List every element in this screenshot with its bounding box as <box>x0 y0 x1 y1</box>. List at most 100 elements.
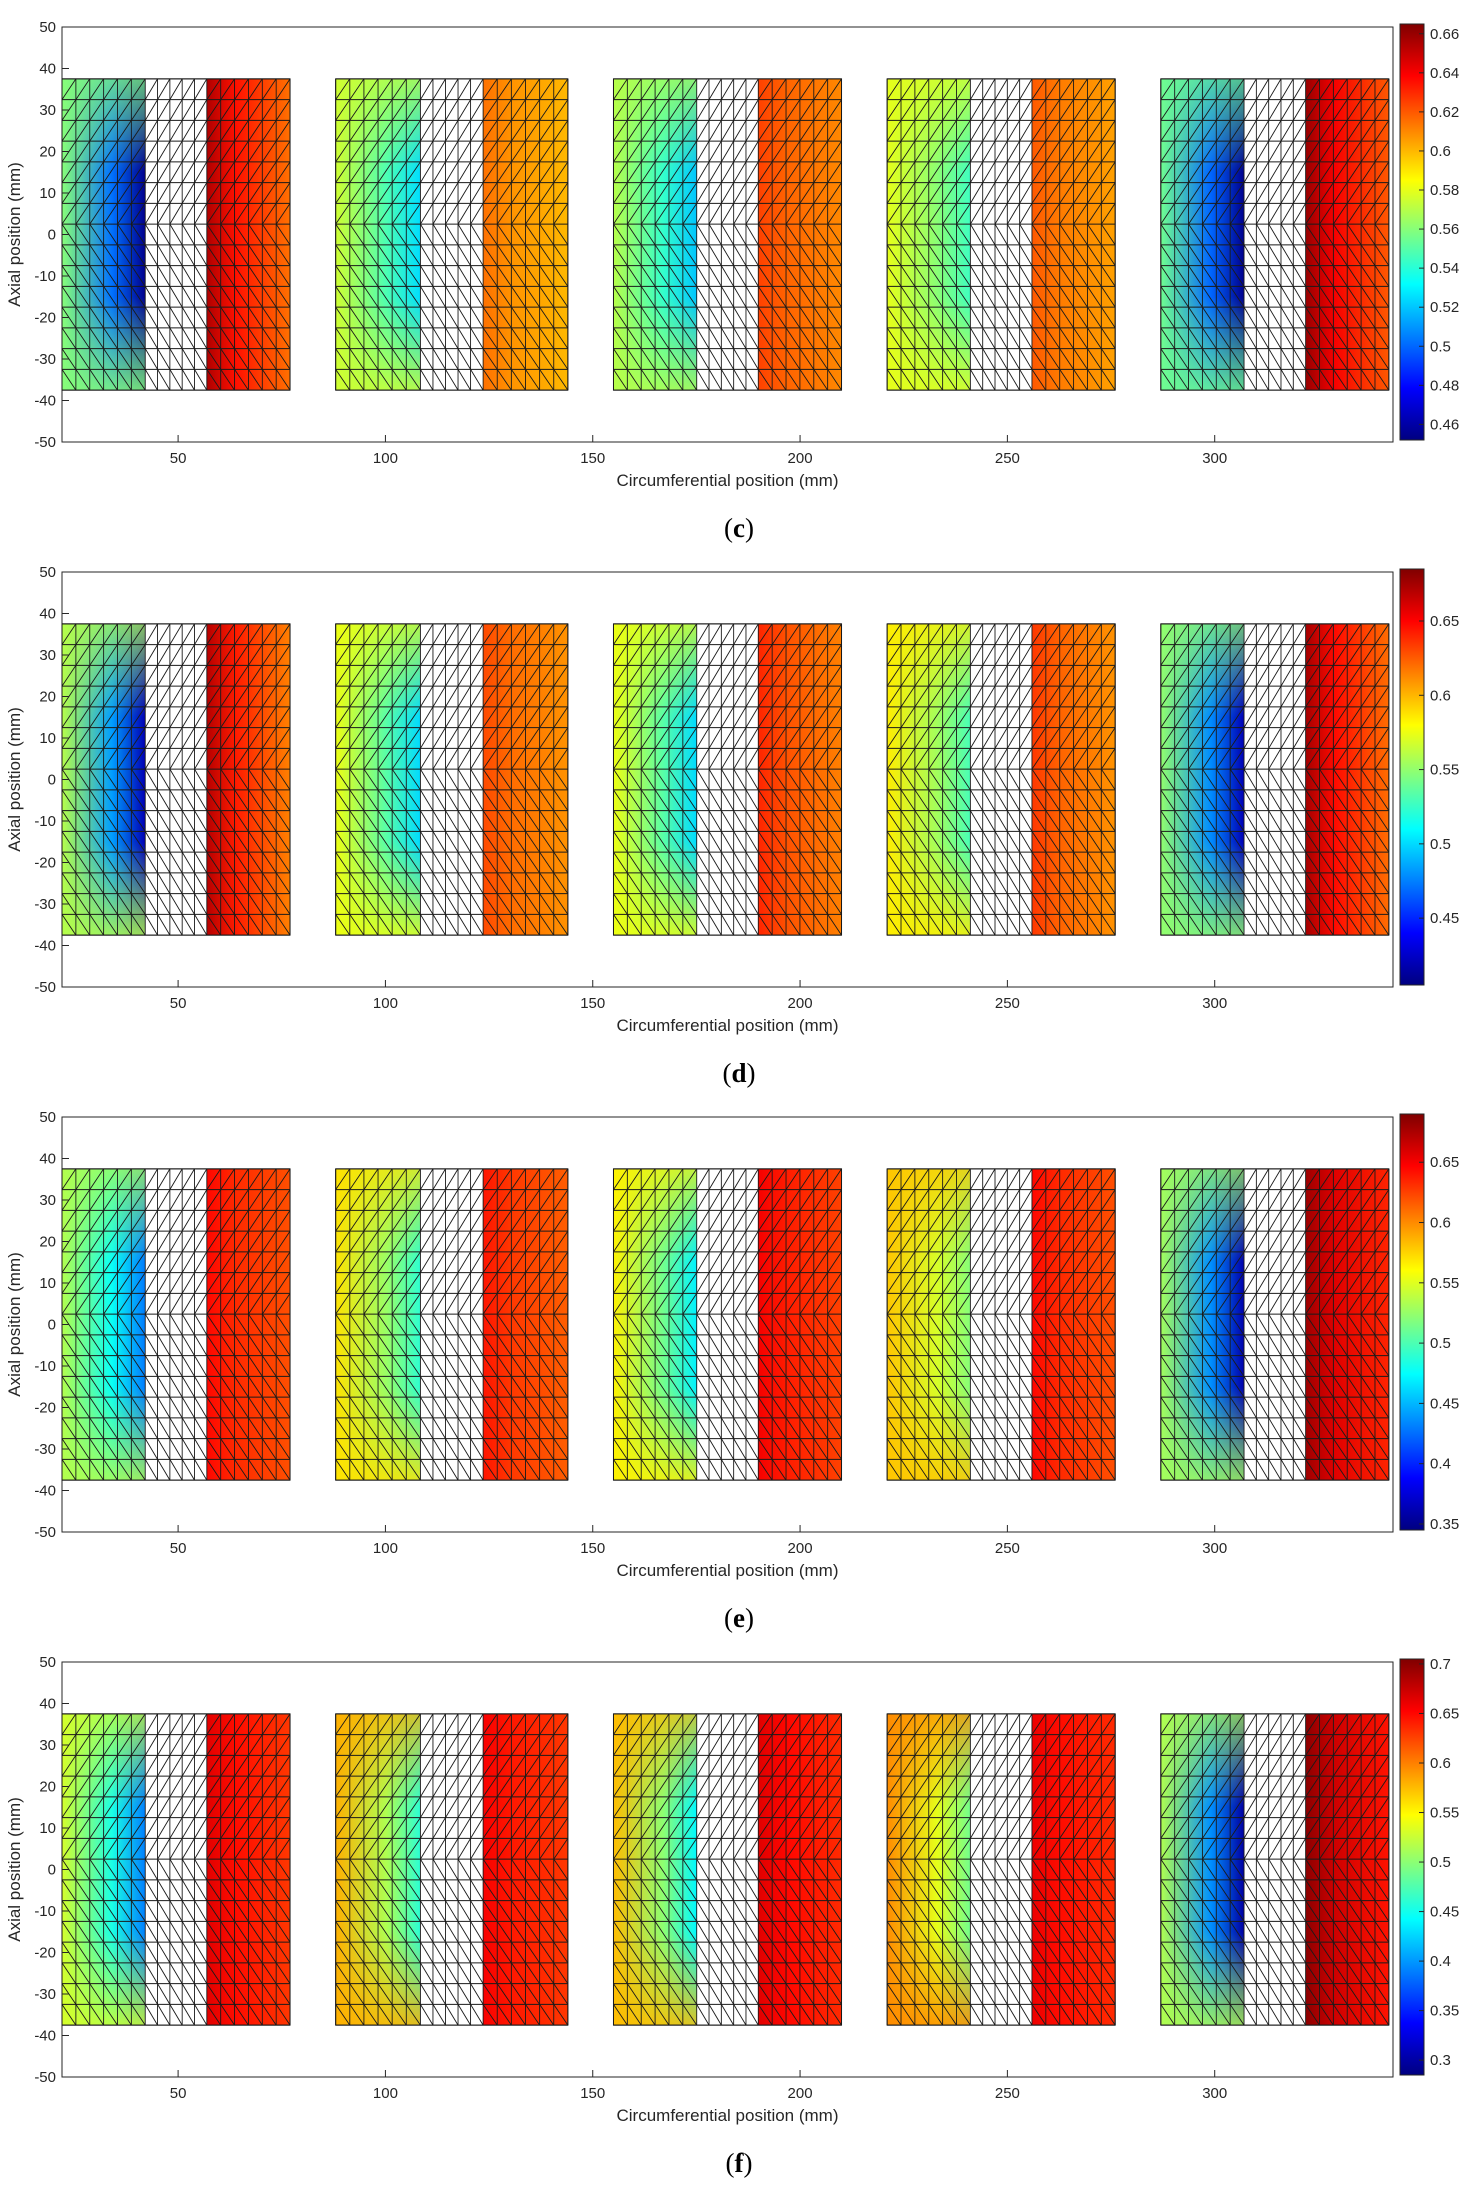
element-group <box>61 1713 291 2026</box>
x-axis-label: Circumferential position (mm) <box>617 471 839 490</box>
colorbar-tick-label: 0.64 <box>1430 65 1459 82</box>
y-tick-label: -20 <box>34 310 56 327</box>
colorbar-tick-label: 0.55 <box>1430 762 1459 779</box>
y-tick-label: 30 <box>39 647 56 664</box>
x-tick-label: 150 <box>580 2085 605 2102</box>
x-tick-label: 250 <box>995 2085 1020 2102</box>
y-tick-label: 50 <box>39 1109 56 1126</box>
colorbar <box>1399 1113 1425 1531</box>
y-tick-label: -50 <box>34 2069 56 2086</box>
x-tick-label: 200 <box>788 995 813 1012</box>
y-tick-label: -20 <box>34 855 56 872</box>
x-tick-label: 250 <box>995 995 1020 1012</box>
y-tick-label: -50 <box>34 1524 56 1541</box>
y-tick-label: -10 <box>34 813 56 830</box>
colorbar-tick-label: 0.45 <box>1430 1904 1459 1921</box>
y-tick-label: 50 <box>39 19 56 36</box>
y-tick-label: 10 <box>39 730 56 747</box>
y-tick-label: 40 <box>39 61 56 78</box>
element-group <box>612 1713 843 2026</box>
element-group <box>612 1168 843 1481</box>
x-tick-label: 300 <box>1202 995 1227 1012</box>
x-tick-label: 300 <box>1202 2085 1227 2102</box>
colorbar-tick-label: 0.35 <box>1430 2003 1459 2020</box>
colorbar-tick-label: 0.5 <box>1430 836 1451 853</box>
colorbar <box>1399 1658 1425 2076</box>
element-group <box>1160 1713 1390 2026</box>
x-tick-label: 300 <box>1202 450 1227 467</box>
colorbar <box>1399 568 1425 986</box>
y-tick-label: 20 <box>39 1779 56 1796</box>
panel-caption: (e) <box>724 1603 754 1633</box>
x-tick-label: 150 <box>580 450 605 467</box>
colorbar-tick-label: 0.55 <box>1430 1805 1459 1822</box>
x-tick-label: 150 <box>580 995 605 1012</box>
panel-caption: (f) <box>726 2148 753 2178</box>
element-group <box>1160 78 1390 391</box>
colorbar-tick-label: 0.6 <box>1430 1215 1451 1232</box>
y-tick-label: 50 <box>39 564 56 581</box>
x-tick-label: 250 <box>995 450 1020 467</box>
colorbar <box>1399 23 1425 441</box>
mesh <box>886 623 1116 936</box>
y-tick-label: -10 <box>34 268 56 285</box>
y-tick-label: -40 <box>34 1483 56 1500</box>
y-tick-label: 20 <box>39 1234 56 1251</box>
mesh <box>1160 1168 1390 1481</box>
y-tick-label: 40 <box>39 1151 56 1168</box>
colorbar-tick-label: 0.56 <box>1430 221 1459 238</box>
colorbar-tick-label: 0.65 <box>1430 613 1459 630</box>
x-tick-label: 50 <box>170 2085 187 2102</box>
colorbar-tick-label: 0.62 <box>1430 104 1459 121</box>
element-group <box>886 78 1116 391</box>
y-axis-label: Axial position (mm) <box>5 1797 24 1942</box>
colorbar-tick-label: 0.58 <box>1430 182 1459 199</box>
y-tick-label: 20 <box>39 144 56 161</box>
colorbar-tick-label: 0.55 <box>1430 1275 1459 1292</box>
x-tick-label: 150 <box>580 1540 605 1557</box>
y-tick-label: -30 <box>34 896 56 913</box>
colorbar-tick-label: 0.48 <box>1430 377 1459 394</box>
element-group <box>886 1713 1116 2026</box>
y-tick-label: -20 <box>34 1400 56 1417</box>
x-axis-label: Circumferential position (mm) <box>617 1561 839 1580</box>
colorbar-tick-label: 0.35 <box>1430 1516 1459 1533</box>
x-tick-label: 200 <box>788 1540 813 1557</box>
colorbar-tick-label: 0.5 <box>1430 1335 1451 1352</box>
x-axis-label: Circumferential position (mm) <box>617 1016 839 1035</box>
colorbar-tick-label: 0.5 <box>1430 1854 1451 1871</box>
y-tick-label: 0 <box>48 227 56 244</box>
x-tick-label: 200 <box>788 2085 813 2102</box>
mesh <box>886 78 1116 391</box>
mesh <box>61 78 291 391</box>
element-group <box>335 78 569 391</box>
element-group <box>1160 623 1390 936</box>
y-tick-label: -10 <box>34 1903 56 1920</box>
y-tick-label: -30 <box>34 1986 56 2003</box>
x-tick-label: 300 <box>1202 1540 1227 1557</box>
mesh <box>1160 1713 1390 2026</box>
y-tick-label: -30 <box>34 1441 56 1458</box>
mesh <box>886 1168 1116 1481</box>
mesh <box>613 1713 842 2026</box>
y-tick-label: 0 <box>48 1862 56 1879</box>
colorbar-tick-label: 0.54 <box>1430 260 1459 277</box>
x-tick-label: 100 <box>373 2085 398 2102</box>
y-tick-label: -40 <box>34 938 56 955</box>
x-tick-label: 200 <box>788 450 813 467</box>
colorbar-tick-label: 0.66 <box>1430 26 1459 43</box>
y-tick-label: 30 <box>39 102 56 119</box>
y-tick-label: 20 <box>39 689 56 706</box>
y-tick-label: 10 <box>39 1820 56 1837</box>
element-group <box>335 1713 569 2026</box>
colorbar-tick-label: 0.4 <box>1430 1953 1451 1970</box>
element-group <box>335 623 569 936</box>
x-tick-label: 100 <box>373 450 398 467</box>
mesh <box>335 623 569 936</box>
x-tick-label: 50 <box>170 995 187 1012</box>
element-group <box>61 1168 291 1481</box>
colorbar-tick-label: 0.5 <box>1430 338 1451 355</box>
